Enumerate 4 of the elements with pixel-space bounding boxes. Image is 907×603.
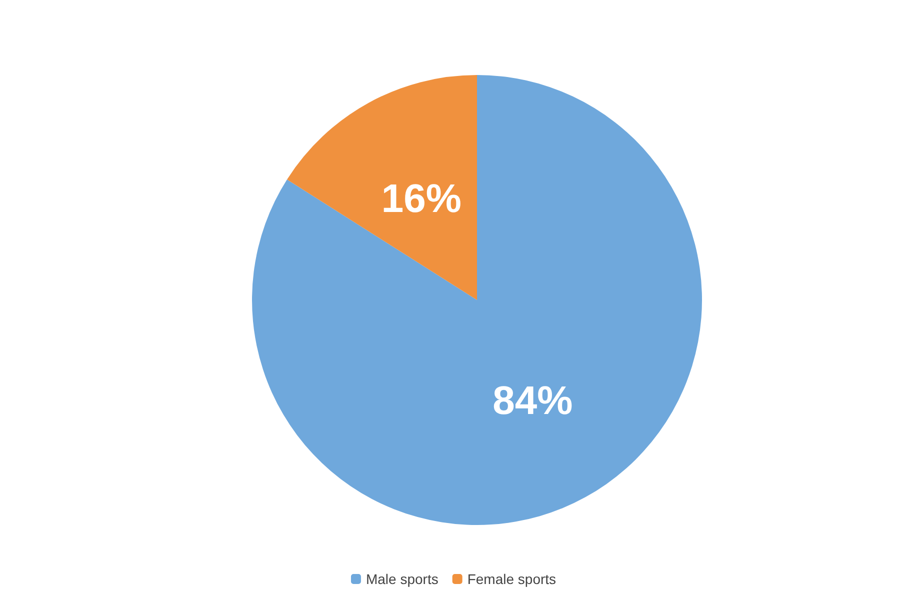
data-label: 16% [381, 176, 462, 221]
legend-label: Male sports [366, 571, 438, 587]
legend-label: Female sports [467, 571, 556, 587]
data-label: 84% [492, 379, 573, 424]
